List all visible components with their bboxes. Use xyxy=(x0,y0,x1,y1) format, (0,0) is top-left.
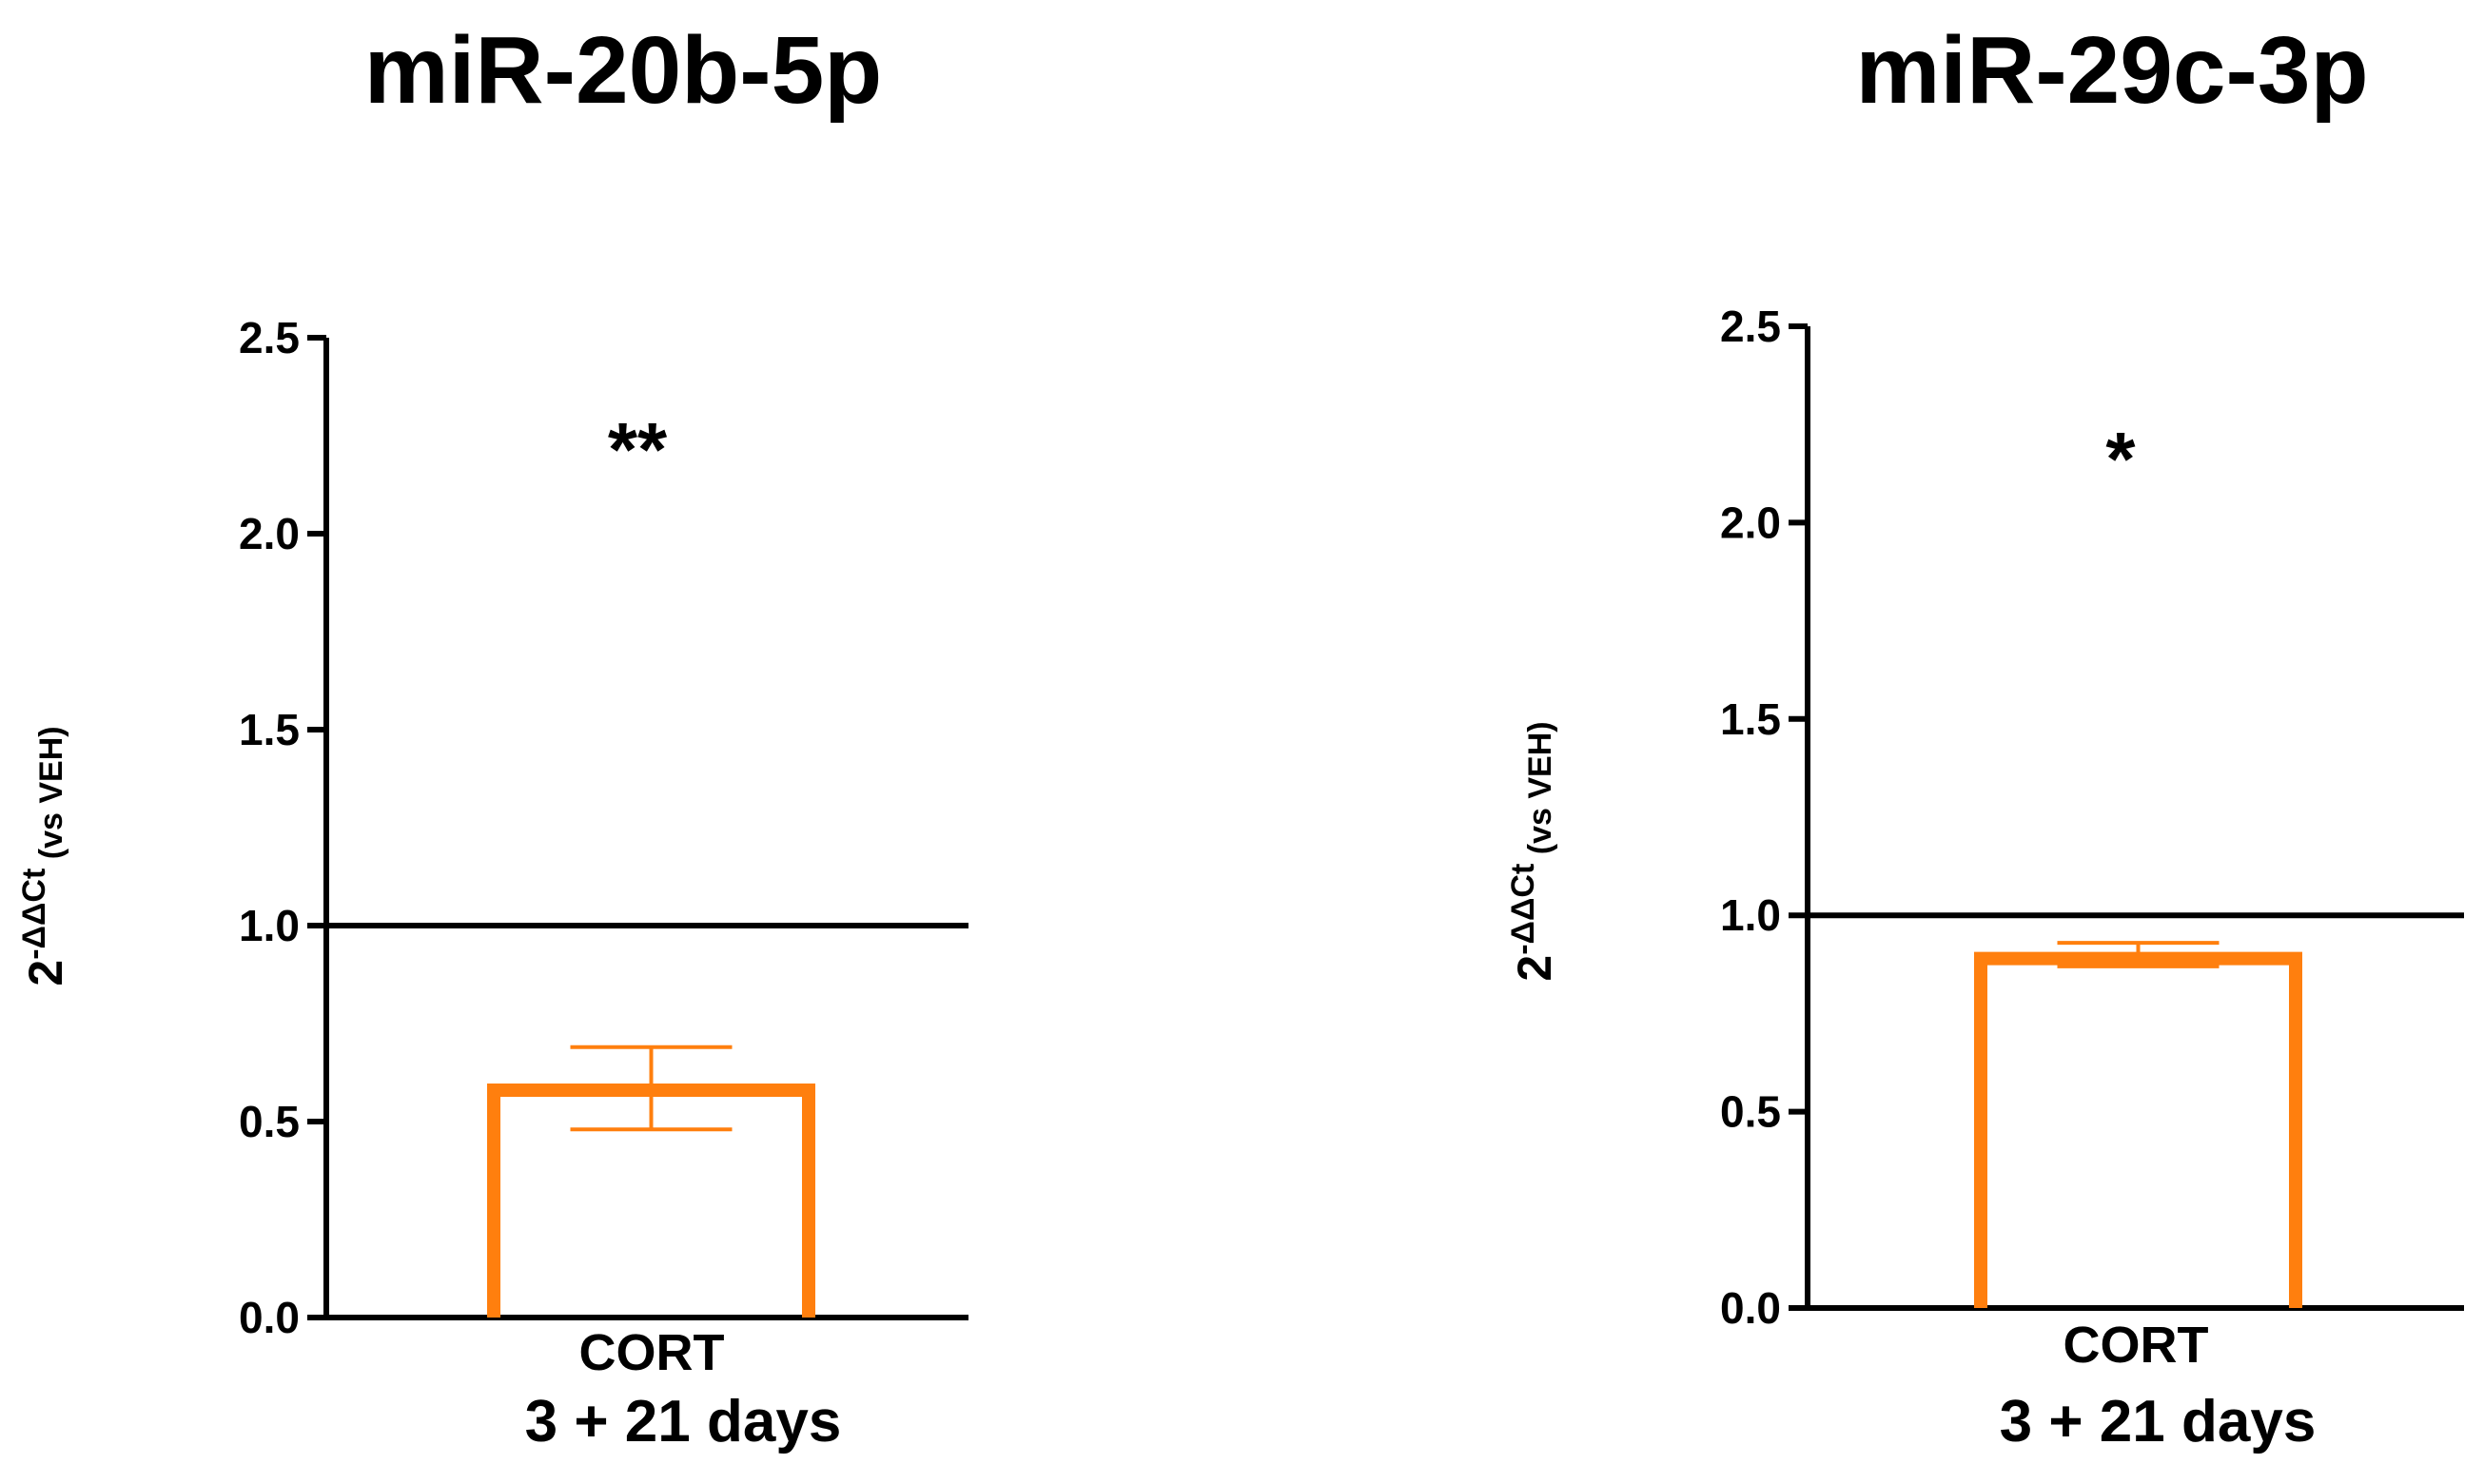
chart2-y-axis-label-superscript: -ΔΔCt xyxy=(1505,864,1541,955)
chart2-y-axis-label: 2-ΔΔCt (vs VEH) xyxy=(1505,721,1561,981)
chart2-category-label: CORT xyxy=(2063,1317,2209,1374)
chart2-bar-cort xyxy=(1974,951,2302,1308)
chart2-y-tick-label: 1.0 xyxy=(1720,890,1781,940)
chart1-y-axis-label-base: 2 xyxy=(19,960,72,986)
chart2-title: miR-29c-3p xyxy=(1855,17,2368,124)
chart1-y-tick-label: 0.5 xyxy=(239,1097,300,1146)
chart1-y-axis-label-superscript: -ΔΔCt xyxy=(16,869,52,960)
chart1-y-axis-label-suffix: (vs VEH) xyxy=(33,726,69,868)
chart1-x-axis-label: 3 + 21 days xyxy=(525,1389,842,1455)
chart2-y-axis-label-base: 2 xyxy=(1508,955,1561,982)
chart2-y-tick-label: 0.5 xyxy=(1720,1087,1781,1137)
chart1-y-axis-label: 2-ΔΔCt (vs VEH) xyxy=(16,726,72,986)
chart2-y-tick-label: 2.5 xyxy=(1720,302,1781,351)
chart1-y-tick-label: 2.5 xyxy=(239,313,300,362)
chart1-y-tick-label: 0.0 xyxy=(239,1293,300,1342)
chart2-x-axis-label: 3 + 21 days xyxy=(2000,1389,2317,1455)
chart2-y-tick-label: 0.0 xyxy=(1720,1283,1781,1333)
chart1-category-label: CORT xyxy=(579,1324,725,1381)
chart2-y-tick-label: 2.0 xyxy=(1720,498,1781,547)
chart1-significance-marker: ** xyxy=(608,407,668,492)
chart1-y-tick-label: 2.0 xyxy=(239,509,300,558)
chart1-y-tick-label: 1.0 xyxy=(239,901,300,950)
chart1-y-tick-label: 1.5 xyxy=(239,705,300,754)
chart1-title: miR-20b-5p xyxy=(364,17,883,124)
chart2-y-tick-label: 1.5 xyxy=(1720,694,1781,744)
chart2-significance-marker: * xyxy=(2105,417,2136,501)
chart2-y-axis-label-suffix: (vs VEH) xyxy=(1522,721,1558,863)
